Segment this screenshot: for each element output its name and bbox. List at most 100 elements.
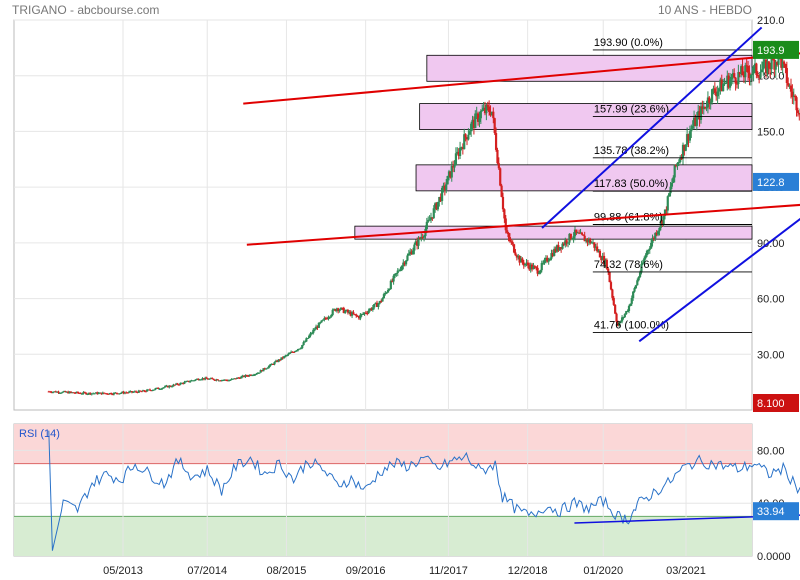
- candle-body: [51, 391, 55, 393]
- candle-body: [429, 217, 433, 220]
- candle-body: [68, 391, 71, 394]
- candle-body: [83, 392, 86, 394]
- candle-body: [377, 303, 380, 307]
- candle-body: [130, 391, 134, 393]
- candle-body: [583, 235, 586, 242]
- candle-body: [699, 106, 703, 120]
- candle-body: [327, 317, 330, 319]
- candle-body: [468, 131, 471, 135]
- rsi-last-value-tag: 33.94: [757, 506, 785, 518]
- top-price-tag: 193.9: [757, 45, 785, 57]
- top-price-tag-bg: [753, 40, 799, 59]
- candle-body: [122, 391, 125, 394]
- candle-body: [572, 236, 575, 239]
- candle-body: [654, 232, 657, 239]
- candle-body: [708, 97, 711, 104]
- candle-body: [391, 280, 394, 282]
- candle-body: [753, 63, 757, 67]
- candle-body: [580, 232, 584, 235]
- candle-body: [332, 309, 336, 311]
- candle-body: [393, 273, 397, 276]
- candle-body: [266, 367, 269, 369]
- candle-body: [508, 237, 512, 242]
- candle-body: [616, 321, 620, 326]
- candle-body: [309, 333, 312, 336]
- candle-body: [525, 262, 528, 264]
- candle-body: [629, 303, 632, 307]
- candle-body: [518, 255, 521, 263]
- candle-body: [611, 289, 614, 298]
- candle-body: [260, 370, 264, 372]
- candle-body: [644, 255, 647, 259]
- candle-body: [234, 378, 237, 380]
- candle-body: [427, 219, 430, 222]
- candle-body: [82, 392, 85, 394]
- candle-body: [488, 106, 491, 113]
- candle-body: [535, 266, 538, 268]
- candle-body: [133, 391, 136, 393]
- candle-body: [512, 244, 516, 253]
- candle-body: [594, 246, 597, 248]
- candle-body: [175, 383, 178, 385]
- candle-body: [71, 392, 74, 394]
- candle-body: [229, 379, 232, 381]
- candle-body: [604, 259, 607, 265]
- candle-body: [705, 107, 708, 109]
- candle-body: [670, 182, 674, 187]
- candle-body: [514, 252, 517, 256]
- candle-body: [458, 147, 462, 156]
- candle-body: [74, 392, 77, 394]
- candle-body: [687, 134, 690, 141]
- candle-body: [680, 158, 683, 160]
- candle-body: [281, 357, 284, 359]
- candle-body: [504, 218, 507, 231]
- candle-body: [57, 391, 60, 393]
- candle-body: [724, 82, 728, 84]
- candle-body: [341, 307, 344, 309]
- candle-body: [353, 314, 356, 316]
- candle-body: [762, 61, 765, 70]
- candle-body: [373, 304, 376, 308]
- candle-body: [536, 267, 539, 274]
- candle-body: [269, 364, 272, 366]
- candle-body: [226, 380, 229, 382]
- candle-body: [728, 79, 732, 88]
- candle-body: [623, 314, 626, 318]
- candle-body: [438, 196, 441, 202]
- candle-body: [443, 185, 446, 190]
- price-panel-frame: [13, 19, 753, 411]
- price-y-tick-label: 150.0: [757, 126, 785, 138]
- candle-body: [788, 85, 791, 87]
- candle-body: [456, 151, 459, 154]
- candle-body: [692, 117, 696, 127]
- candle-body: [798, 112, 800, 115]
- candle-body: [314, 326, 318, 330]
- candle-body: [137, 390, 140, 393]
- candle-body: [596, 246, 599, 252]
- candle-body: [446, 175, 449, 185]
- candle-body: [139, 390, 142, 392]
- candle-body: [737, 72, 740, 85]
- candle-body: [69, 391, 73, 393]
- chart-period-label: 10 ANS - HEBDO: [657, 3, 752, 17]
- candle-body: [734, 77, 737, 84]
- rsi-y-tick-label: 0.0000: [757, 551, 791, 563]
- candle-body: [125, 392, 128, 394]
- candle-body: [72, 392, 75, 394]
- price-y-tick-label: 30.00: [757, 349, 785, 361]
- candle-body: [579, 232, 582, 234]
- candle-body: [247, 375, 250, 377]
- candle-body: [637, 276, 640, 281]
- candle-body: [661, 220, 664, 225]
- candle-body: [447, 171, 451, 176]
- candle-body: [143, 390, 146, 392]
- candle-body: [188, 381, 192, 383]
- candle-body: [342, 307, 345, 313]
- candle-body: [686, 134, 689, 145]
- candle-body: [589, 239, 592, 244]
- candle-body: [374, 302, 377, 305]
- candle-body: [526, 262, 530, 266]
- candle-body: [717, 88, 721, 92]
- candle-body: [382, 294, 386, 299]
- candle-body: [677, 162, 680, 164]
